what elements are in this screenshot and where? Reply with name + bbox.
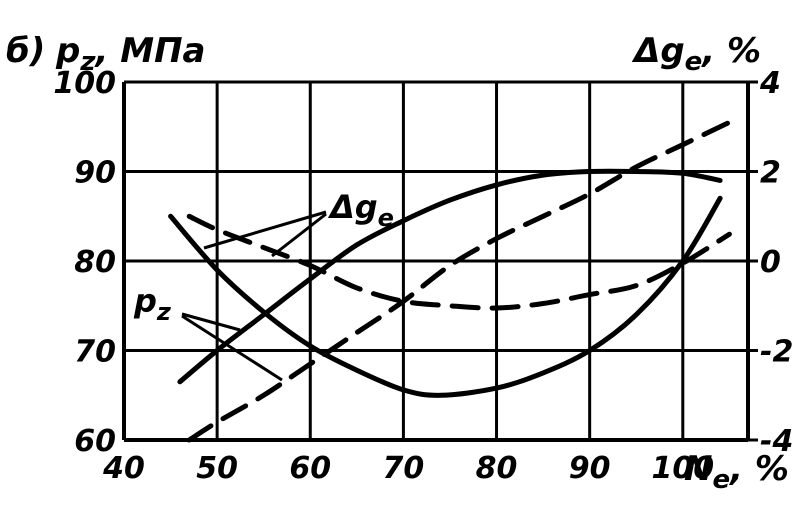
annotation-pz: pz <box>133 282 283 382</box>
left-tick-label-2: 80 <box>74 245 116 280</box>
right-axis-unit: , % <box>700 31 761 71</box>
left-tick-label-1: 70 <box>74 335 116 370</box>
panel-label: б) <box>6 31 45 71</box>
annotation-delta-ge-pointer-2 <box>271 212 327 258</box>
x-tick-label-1: 50 <box>196 451 238 486</box>
left-tick-label-3: 90 <box>74 156 116 191</box>
x-axis-unit: , % <box>728 449 789 489</box>
series-layer <box>168 119 732 443</box>
left-axis-title: pz, МПа <box>55 31 205 77</box>
right-axis-title: Δge, % <box>631 31 761 77</box>
annotation-delta-ge-subscript: e <box>378 204 394 232</box>
x-axis-title: Ne, % <box>684 449 789 495</box>
annotation-delta-ge-label: Δge <box>327 188 394 232</box>
x-tick-label-6: 100 <box>651 451 714 486</box>
right-tick-label-1: -2 <box>760 335 793 370</box>
right-tick-label-3: 2 <box>760 156 781 191</box>
tick-layer: 40 50 60 70 80 90 100 60 70 80 90 100 -4 -2 0 2 4 <box>53 66 793 486</box>
left-axis-symbol: p <box>55 31 80 71</box>
left-axis-subscript: z <box>79 47 96 77</box>
x-tick-label-3: 70 <box>383 451 425 486</box>
right-axis-subscript: e <box>685 47 703 77</box>
x-axis-subscript: e <box>712 465 730 495</box>
series-line-2-right-dashed <box>186 119 732 443</box>
right-tick-label-2: 0 <box>760 245 781 280</box>
x-tick-label-0: 40 <box>102 451 145 486</box>
right-tick-label-4: 4 <box>759 66 781 101</box>
annotation-pz-symbol: p <box>133 282 157 320</box>
right-tick-label-0: -4 <box>760 424 793 459</box>
left-axis-unit: , МПа <box>93 31 205 71</box>
annotation-delta-ge-pointer-1 <box>203 210 327 250</box>
x-tick-label-5: 90 <box>569 451 611 486</box>
x-tick-label-4: 80 <box>476 451 518 486</box>
annotation-pz-pointer-1 <box>181 312 241 332</box>
right-axis-symbol: Δg <box>631 31 685 71</box>
left-tick-label-0: 60 <box>74 424 116 459</box>
annotation-delta-ge: Δge <box>203 188 394 258</box>
x-axis-symbol: N <box>684 449 712 489</box>
left-tick-label-4: 100 <box>53 66 116 101</box>
series-line-3-right-dashed <box>186 213 732 311</box>
annotation-pz-subscript: z <box>156 298 172 326</box>
annotation-pz-label: pz <box>133 282 172 326</box>
annotation-delta-ge-symbol: Δg <box>327 188 378 226</box>
annotation-pz-pointer-2 <box>181 314 283 382</box>
x-tick-label-2: 60 <box>289 451 331 486</box>
series-line-1-left-solid <box>168 195 723 398</box>
grid-layer <box>122 80 750 442</box>
